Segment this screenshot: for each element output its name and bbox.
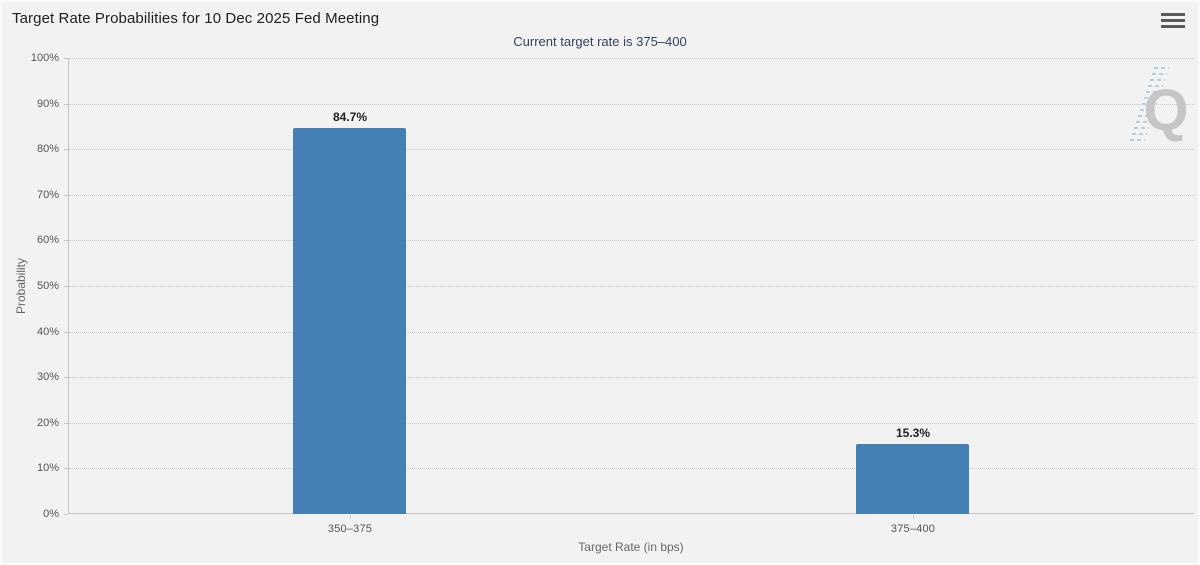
- y-axis-tick-label: 100%: [30, 52, 59, 64]
- y-gridline: [69, 149, 1195, 150]
- bar-value-label: 84.7%: [332, 110, 368, 124]
- y-axis-tick-label: 40%: [36, 326, 59, 338]
- y-axis-tick-label: 70%: [36, 189, 59, 201]
- y-gridline: [69, 332, 1195, 333]
- y-axis-tick: [64, 423, 68, 424]
- y-axis-tick: [64, 468, 68, 469]
- hamburger-icon: [1161, 25, 1185, 28]
- chart-subtitle: Current target rate is 375–400: [513, 34, 687, 49]
- y-axis-tick: [64, 240, 68, 241]
- x-axis-category-label: 350–375: [327, 523, 373, 535]
- probability-bar[interactable]: [856, 444, 969, 514]
- y-gridline: [69, 195, 1195, 196]
- y-axis-tick: [64, 332, 68, 333]
- x-axis-tick: [350, 515, 351, 519]
- y-gridline: [69, 468, 1195, 469]
- y-gridline: [69, 240, 1195, 241]
- y-axis-tick-label: 60%: [36, 234, 59, 246]
- x-axis-category-label: 375–400: [890, 523, 936, 535]
- plot-area: [68, 58, 1194, 514]
- y-axis-tick-label: 90%: [36, 98, 59, 110]
- y-axis-tick: [64, 195, 68, 196]
- chart-context-menu-button[interactable]: [1160, 11, 1186, 30]
- x-axis-title: Target Rate (in bps): [578, 540, 684, 554]
- bar-value-label: 15.3%: [895, 426, 931, 440]
- watermark-q-letter: Q: [1143, 78, 1188, 143]
- y-gridline: [69, 423, 1195, 424]
- hamburger-icon: [1161, 13, 1185, 16]
- y-axis-tick-label: 80%: [36, 143, 59, 155]
- y-gridline: [69, 377, 1195, 378]
- y-axis-tick-label: 20%: [36, 417, 59, 429]
- quikstrike-logo-watermark: Q: [1130, 67, 1189, 143]
- hamburger-icon: [1161, 19, 1185, 22]
- y-axis-tick: [64, 377, 68, 378]
- y-axis-tick: [64, 58, 68, 59]
- probability-bar[interactable]: [293, 128, 406, 514]
- y-axis-tick-label: 0%: [43, 508, 59, 520]
- y-axis-tick: [64, 104, 68, 105]
- y-axis-tick: [64, 149, 68, 150]
- chart-title: Target Rate Probabilities for 10 Dec 202…: [12, 10, 380, 27]
- x-axis-tick: [913, 515, 914, 519]
- y-gridline: [69, 58, 1195, 59]
- y-gridline: [69, 104, 1195, 105]
- y-axis-tick-label: 50%: [36, 280, 59, 292]
- y-axis-tick: [64, 286, 68, 287]
- y-axis-tick-label: 30%: [36, 371, 59, 383]
- y-gridline: [69, 286, 1195, 287]
- y-axis-tick: [64, 514, 68, 515]
- y-axis-tick-label: 10%: [36, 462, 59, 474]
